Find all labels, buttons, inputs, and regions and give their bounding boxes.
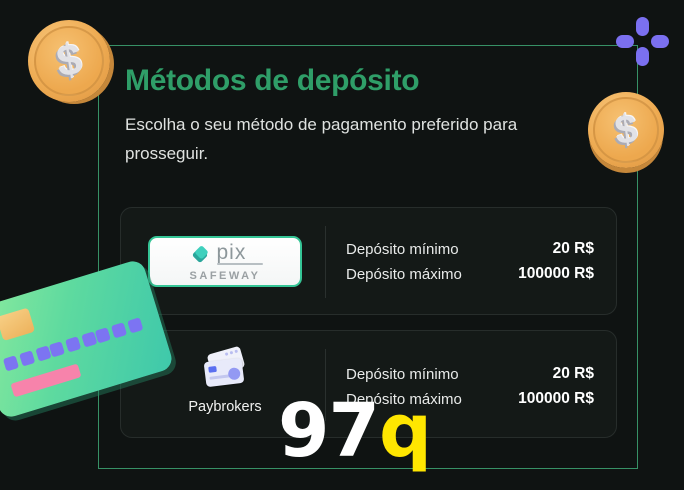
- deposit-min-row: Depósito mínimo 20 R$: [346, 238, 594, 260]
- deposit-min-value: 20 R$: [552, 365, 594, 382]
- card-number-block: [48, 331, 98, 358]
- overlay-code-text: 97q: [278, 394, 432, 468]
- deposit-min-label: Depósito mínimo: [346, 365, 459, 383]
- coin-face: $: [33, 25, 105, 97]
- card-stripe: [10, 363, 82, 398]
- credit-card-front-icon: [203, 357, 245, 388]
- card-circle: [227, 367, 241, 381]
- dollar-sign: $: [52, 34, 85, 87]
- deposit-limits: Depósito mínimo 20 R$ Depósito máximo 10…: [346, 208, 594, 314]
- safeway-logo-text: SAFEWAY: [189, 270, 261, 282]
- card-number-line: [209, 374, 230, 380]
- coin-face: $: [593, 97, 659, 163]
- card-dots: [224, 349, 239, 356]
- pix-logo: pix: [188, 241, 263, 267]
- page-subtitle: Escolha o seu método de pagamento prefer…: [125, 115, 518, 163]
- deposit-min-row: Depósito mínimo 20 R$: [346, 363, 594, 385]
- dollar-coin-icon: $: [588, 92, 664, 168]
- pix-logo-text: pix: [216, 241, 247, 264]
- overlay-code-white: 97: [278, 388, 380, 474]
- deposit-min-value: 20 R$: [552, 240, 594, 257]
- page-title: Métodos de depósito: [125, 64, 420, 97]
- card-divider: [325, 349, 326, 421]
- deposit-min-label: Depósito mínimo: [346, 240, 459, 258]
- deposit-max-value: 100000 R$: [518, 390, 594, 407]
- paybrokers-cards-icon: [203, 345, 247, 390]
- payment-method-card-paybrokers[interactable]: Paybrokers Depósito mínimo 20 R$ Depósit…: [120, 330, 617, 438]
- payment-method-card-pix[interactable]: pix SAFEWAY Depósito mínimo 20 R$ Depósi…: [120, 207, 617, 315]
- deposit-frame-border: [98, 45, 638, 469]
- paybrokers-label: Paybrokers: [188, 399, 262, 415]
- card-number-block: [94, 317, 144, 344]
- card-chip: [208, 365, 217, 373]
- pix-diamond-icon: [192, 246, 208, 263]
- deposit-max-label: Depósito máximo: [346, 390, 462, 408]
- deposit-max-value: 100000 R$: [518, 265, 594, 282]
- overlay-code-yellow: q: [378, 388, 432, 474]
- dollar-coin-icon: $: [28, 20, 110, 102]
- pix-logo-fineprint: [216, 263, 263, 265]
- card-number-block: [2, 345, 52, 372]
- deposit-max-row: Depósito máximo 100000 R$: [346, 388, 594, 410]
- dollar-sign: $: [612, 106, 640, 153]
- deposit-max-label: Depósito máximo: [346, 265, 462, 283]
- card-divider: [325, 226, 326, 298]
- plus-icon: [616, 17, 669, 66]
- deposit-max-row: Depósito máximo 100000 R$: [346, 263, 594, 285]
- deposit-limits: Depósito mínimo 20 R$ Depósito máximo 10…: [346, 331, 594, 437]
- pix-safeway-logo-button[interactable]: pix SAFEWAY: [148, 236, 302, 287]
- credit-card-chip: [0, 307, 36, 342]
